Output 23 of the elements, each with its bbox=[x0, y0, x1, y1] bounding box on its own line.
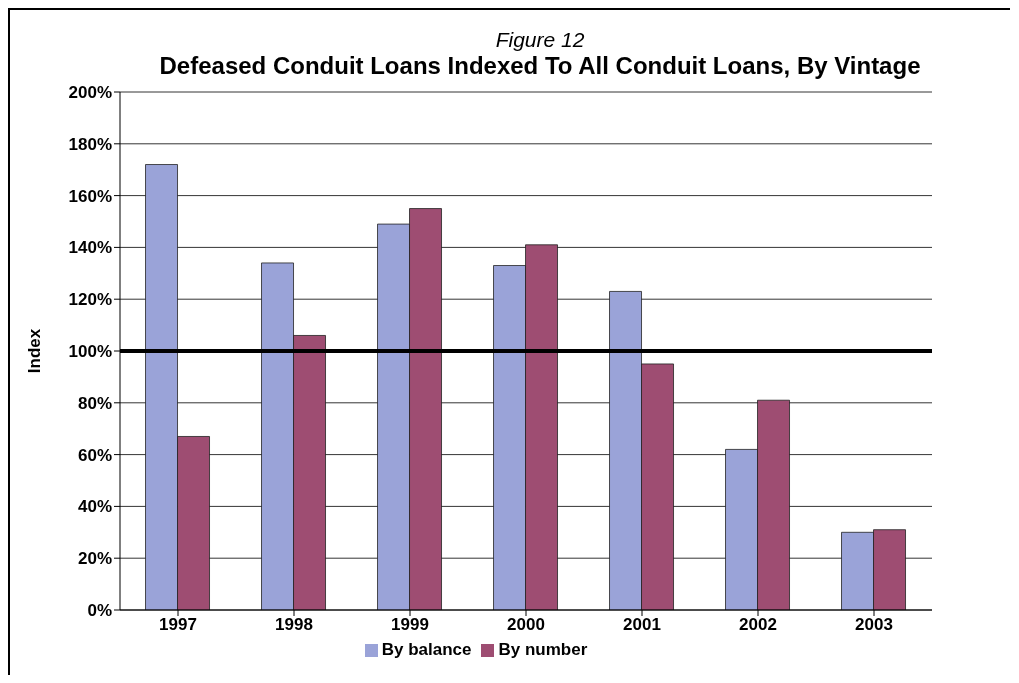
y-tick-label: 200% bbox=[68, 83, 112, 103]
chart-subtitle: Figure 12 bbox=[494, 28, 586, 52]
y-tick-label: 180% bbox=[68, 134, 112, 154]
x-tick-label: 2000 bbox=[507, 615, 545, 635]
legend-label: By balance bbox=[381, 640, 472, 659]
y-tick-label: 80% bbox=[77, 393, 112, 413]
y-tick-label: 160% bbox=[68, 186, 112, 206]
y-tick-label: 140% bbox=[68, 238, 112, 258]
x-tick-label: 2001 bbox=[623, 615, 661, 635]
y-axis-title: Index bbox=[25, 328, 45, 374]
x-tick-label: 1999 bbox=[391, 615, 429, 635]
y-tick-label: 40% bbox=[77, 497, 112, 517]
y-tick-label: 0% bbox=[87, 601, 112, 621]
y-tick-label: 60% bbox=[77, 445, 112, 465]
x-tick-label: 1997 bbox=[159, 615, 197, 635]
x-tick-label: 2002 bbox=[739, 615, 777, 635]
y-tick-label: 100% bbox=[68, 342, 112, 362]
chart-title: Defeased Conduit Loans Indexed To All Conduit Loans, By Vintage bbox=[158, 52, 922, 80]
x-tick-label: 1998 bbox=[275, 615, 313, 635]
y-tick-label: 20% bbox=[77, 549, 112, 569]
y-tick-label: 120% bbox=[68, 290, 112, 310]
x-tick-label: 2003 bbox=[855, 615, 893, 635]
legend-label: By number bbox=[498, 640, 588, 659]
